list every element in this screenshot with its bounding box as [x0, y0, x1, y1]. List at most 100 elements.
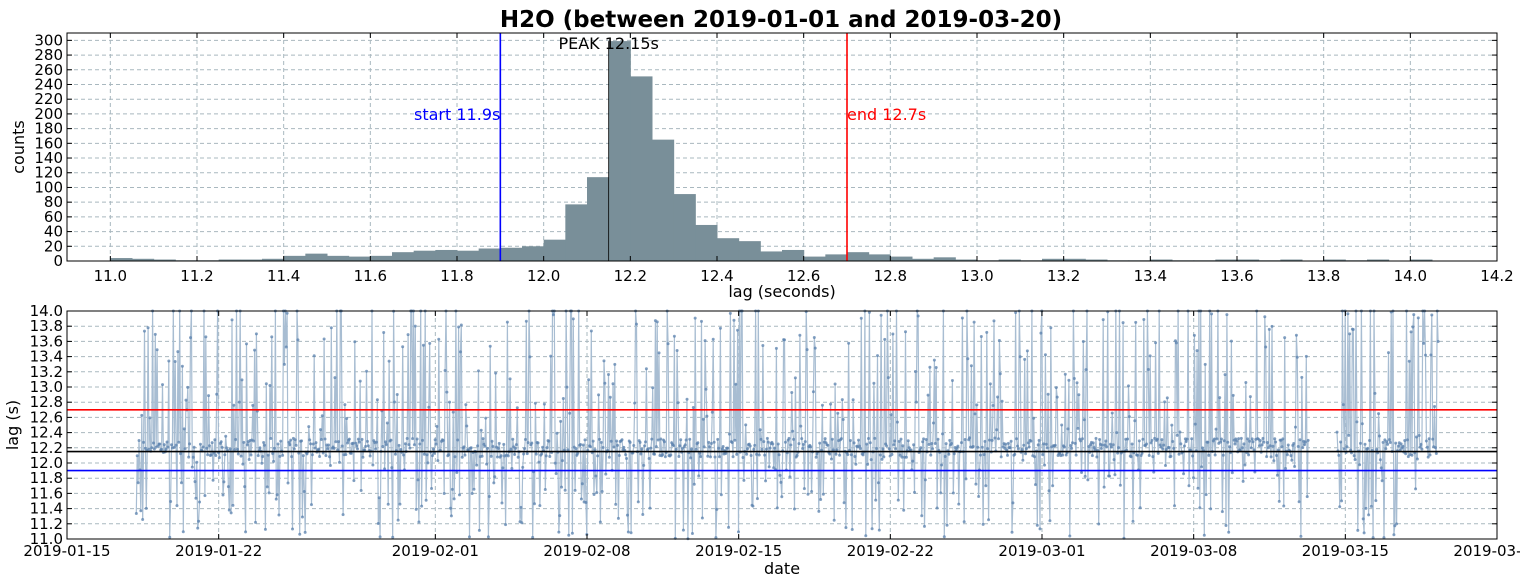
timeseries-lag-point — [493, 475, 497, 479]
timeseries-lag-point — [765, 436, 769, 440]
timeseries-lag-point — [876, 481, 880, 485]
timeseries-lag-point — [1083, 474, 1087, 478]
timeseries-lag-point — [566, 448, 570, 452]
timeseries-lag-point — [1424, 439, 1428, 443]
histogram-y-tick-label: 20 — [44, 237, 63, 255]
timeseries-lag-point — [337, 460, 341, 464]
timeseries-lag-point — [1071, 441, 1075, 445]
timeseries-lag-point — [1406, 455, 1410, 459]
timeseries-lag-point — [1268, 444, 1272, 448]
timeseries-lag-point — [170, 443, 174, 447]
timeseries-lag-point — [1422, 341, 1426, 345]
timeseries-lag-point — [773, 446, 777, 450]
timeseries-lag-point — [1371, 536, 1375, 540]
timeseries-lag-point — [931, 447, 935, 451]
timeseries-lag-point — [706, 454, 710, 458]
timeseries-lag-point — [484, 416, 488, 420]
timeseries-lag-point — [678, 444, 682, 448]
timeseries-lag-point — [411, 437, 415, 441]
timeseries-lag-point — [523, 447, 527, 451]
timeseries-lag-point — [166, 445, 170, 449]
timeseries-lag-point — [659, 437, 663, 441]
timeseries-lag-point — [1004, 442, 1008, 446]
timeseries-lag-point — [543, 487, 547, 491]
timeseries-lag-point — [1146, 367, 1150, 371]
timeseries-lag-point — [730, 441, 734, 445]
timeseries-lag-point — [430, 486, 434, 490]
timeseries-lag-point — [349, 451, 353, 455]
histogram-bar — [132, 258, 155, 261]
timeseries-lag-point — [959, 441, 963, 445]
timeseries-lag-point — [943, 455, 947, 459]
timeseries-lag-point — [1134, 320, 1138, 324]
timeseries-lag-point — [583, 438, 587, 442]
timeseries-lag-point — [479, 428, 483, 432]
timeseries-lag-point — [643, 444, 647, 448]
timeseries-lag-point — [957, 502, 961, 506]
timeseries-lag-point — [755, 497, 759, 501]
timeseries-lag-point — [551, 313, 555, 317]
timeseries-lag-point — [558, 514, 562, 518]
timeseries-lag-point — [922, 437, 926, 441]
timeseries-lag-point — [1172, 446, 1176, 450]
timeseries-lag-point — [384, 440, 387, 444]
timeseries-lag-point — [1363, 442, 1367, 446]
timeseries-lag-point — [1293, 464, 1297, 468]
timeseries-lag-point — [780, 495, 784, 499]
timeseries-lag-point — [929, 453, 933, 457]
timeseries-lag-point — [1294, 425, 1297, 429]
timeseries-lag-point — [1130, 442, 1134, 446]
timeseries-lag-point — [247, 457, 251, 461]
timeseries-lag-point — [161, 383, 165, 387]
timeseries-lag-point — [962, 520, 966, 524]
timeseries-lag-point — [383, 467, 387, 471]
timeseries-lag-point — [1386, 351, 1390, 355]
histogram-bar — [522, 246, 545, 261]
timeseries-lag-point — [904, 455, 908, 459]
timeseries-lag-point — [1137, 439, 1141, 443]
histogram-x-tick-label: 12.8 — [874, 267, 907, 285]
timeseries-lag-point — [866, 462, 870, 466]
timeseries-lag-point — [500, 501, 504, 505]
timeseries-lag-point — [1409, 330, 1413, 334]
timeseries-lag-point — [1215, 437, 1219, 441]
timeseries-lag-point — [669, 453, 673, 457]
timeseries-lag-point — [1093, 448, 1097, 452]
timeseries-lag-point — [1233, 442, 1237, 446]
timeseries-lag-point — [707, 440, 711, 444]
timeseries-lag-point — [1090, 454, 1094, 458]
timeseries-lag-point — [356, 447, 360, 451]
timeseries-lag-point — [918, 448, 922, 452]
timeseries-lag-point — [1416, 316, 1420, 320]
timeseries-lag-point — [1219, 437, 1223, 441]
timeseries-lag-point — [1257, 444, 1261, 448]
timeseries-lag-point — [1266, 440, 1270, 444]
timeseries-lag-point — [991, 403, 995, 407]
timeseries-lag-point — [209, 453, 213, 457]
timeseries-lag-point — [452, 497, 456, 501]
timeseries-lag-point — [1062, 445, 1066, 449]
timeseries-lag-point — [1156, 451, 1160, 455]
timeseries-lag-point — [939, 491, 943, 495]
timeseries-lag-point — [764, 447, 768, 451]
timeseries-lag-point — [748, 444, 752, 448]
timeseries-lag-point — [326, 447, 330, 451]
timeseries-lag-point — [1337, 453, 1341, 457]
timeseries-lag-point — [847, 341, 851, 345]
figure-title: H2O (between 2019-01-01 and 2019-03-20) — [500, 7, 1062, 33]
timeseries-lag-point — [1184, 440, 1188, 444]
timeseries-lag-point — [358, 379, 362, 383]
timeseries-lag-point — [300, 515, 304, 519]
timeseries-lag-point — [377, 496, 381, 500]
histogram-x-tick-label: 11.4 — [267, 267, 300, 285]
timeseries-lag-point — [172, 445, 176, 449]
timeseries-lag-point — [791, 429, 795, 433]
timeseries-lag-point — [639, 452, 643, 456]
timeseries-lag-point — [775, 506, 779, 510]
timeseries-lag-point — [547, 439, 551, 443]
timeseries-lag-point — [914, 400, 918, 404]
timeseries-lag-point — [715, 507, 719, 511]
timeseries-lag-point — [603, 381, 607, 385]
timeseries-lag-point — [846, 453, 850, 457]
timeseries-lag-point — [514, 443, 518, 447]
